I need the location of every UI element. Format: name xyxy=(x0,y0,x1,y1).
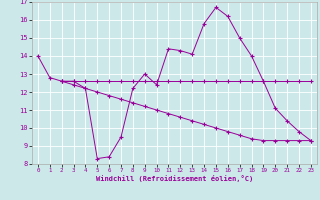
X-axis label: Windchill (Refroidissement éolien,°C): Windchill (Refroidissement éolien,°C) xyxy=(96,175,253,182)
